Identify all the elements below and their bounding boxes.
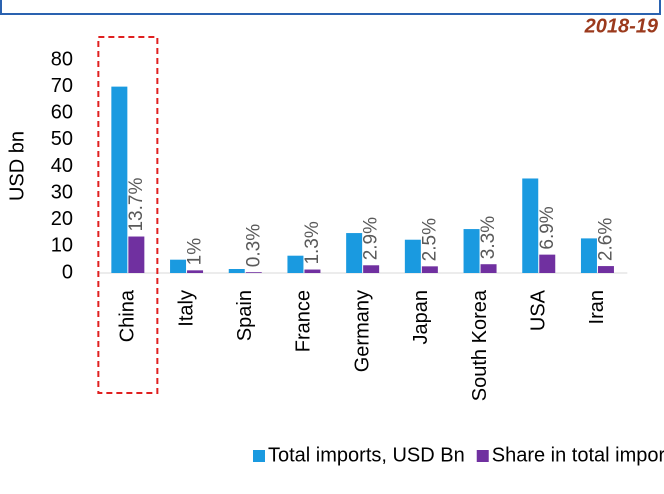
value-label: 2.9% [361, 217, 382, 260]
highlight-box [97, 36, 159, 394]
value-label: 1% [185, 238, 206, 266]
x-tick-label: Spain [234, 290, 256, 341]
y-tick-label: 0 [62, 261, 73, 283]
bar [287, 255, 304, 273]
legend-swatch [476, 450, 489, 462]
legend-label: Total imports, USD Bn [268, 444, 465, 466]
y-tick-label: 20 [51, 208, 73, 230]
y-tick-label: 10 [51, 235, 73, 257]
y-tick-label: 70 [51, 75, 73, 97]
value-label: 2.5% [419, 218, 440, 261]
bar [597, 266, 614, 273]
x-tick-label: Germany [351, 290, 373, 372]
x-tick-label: France [293, 290, 315, 352]
x-tick-label: USA [528, 289, 550, 331]
y-tick-label: 60 [51, 102, 73, 124]
bar [404, 239, 421, 273]
bar [421, 266, 438, 273]
bar [363, 265, 380, 273]
y-tick-label: 40 [51, 155, 73, 177]
bar [304, 269, 321, 273]
value-label: 6.9% [537, 206, 558, 249]
bar [228, 269, 245, 273]
legend-label: Share in total imports, % [492, 444, 664, 466]
value-label: 13.7% [126, 178, 147, 232]
header-banner [0, 0, 661, 15]
bar [480, 264, 497, 273]
x-tick-label: South Korea [469, 289, 491, 401]
bar [111, 86, 128, 273]
bar [463, 229, 480, 273]
legend-swatch [253, 450, 265, 462]
value-label: 2.6% [595, 218, 616, 261]
x-tick-label: Iran [586, 290, 608, 324]
bar [187, 270, 204, 273]
bar [170, 259, 187, 273]
bar [346, 233, 363, 273]
bar [580, 238, 597, 273]
y-tick-label: 30 [51, 181, 73, 203]
x-tick-label: China [117, 289, 139, 342]
y-tick-label: 50 [51, 128, 73, 150]
y-tick-label: 80 [51, 48, 73, 70]
value-label: 3.3% [478, 216, 499, 259]
x-tick-label: Italy [175, 290, 197, 327]
value-label: 0.3% [243, 224, 264, 267]
bar [128, 236, 145, 273]
y-axis-label: USD bn [6, 131, 28, 201]
bar [522, 178, 539, 273]
x-tick-label: Japan [410, 290, 432, 345]
chart-subtitle: 2018-19 [584, 15, 659, 37]
bar [539, 254, 556, 273]
value-label: 1.3% [302, 221, 323, 264]
bar [245, 272, 262, 273]
